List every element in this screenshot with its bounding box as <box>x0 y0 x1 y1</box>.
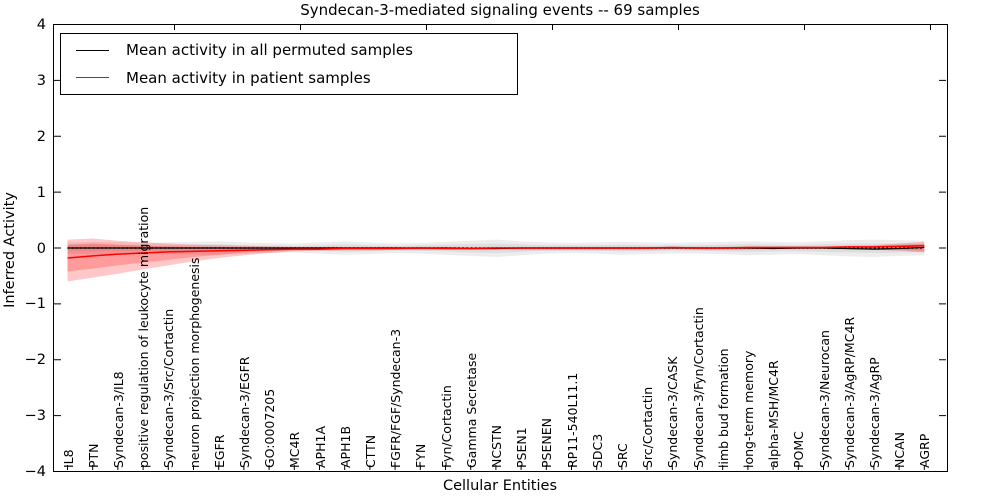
x-tick-label: Syndecan-3/Fyn/Cortactin <box>690 307 706 468</box>
legend-line-swatch-permuted <box>76 49 109 51</box>
x-tick-label: POMC <box>791 431 807 468</box>
x-tick-label: Syndecan-3/IL8 <box>110 371 126 468</box>
x-axis-title: Cellular Entities <box>442 478 558 494</box>
y-tick-label: −3 <box>24 408 46 425</box>
legend-item: Mean activity in patient samples <box>61 65 517 91</box>
x-tick-label: Syndecan-3/Neurocan <box>816 330 832 468</box>
y-tick-label: 0 <box>36 240 46 257</box>
x-tick-label: Syndecan-3/Src/Cortactin <box>161 308 177 468</box>
x-tick-label: Syndecan-3/CASK <box>665 356 681 468</box>
x-tick-label: CTTN <box>362 434 378 468</box>
y-tick-label: 1 <box>36 184 46 201</box>
x-tick-label: Syndecan-3/EGFR <box>236 356 252 468</box>
x-tick-label: NCAN <box>892 432 908 468</box>
x-tick-label: Fyn/Cortactin <box>438 385 454 468</box>
x-tick-label: GO:0007205 <box>262 388 278 468</box>
x-tick-label: limb bud formation <box>715 348 731 468</box>
y-tick-label: −2 <box>24 352 46 369</box>
y-tick-label: 2 <box>36 128 46 145</box>
legend-item-label: Mean activity in all permuted samples <box>126 41 413 60</box>
x-tick-label: Gamma Secretase <box>463 352 479 468</box>
x-tick-label: SRC <box>614 443 630 468</box>
x-tick-label: FYN <box>413 443 429 468</box>
x-tick-label: Syndecan-3/AgRP/MC4R <box>841 316 857 468</box>
plot-canvas <box>54 25 946 470</box>
legend-item-label: Mean activity in patient samples <box>126 68 371 87</box>
legend: Mean activity in all permuted samples Me… <box>60 33 518 95</box>
x-tick-label: IL8 <box>60 449 76 468</box>
x-tick-label: long-term memory <box>740 350 756 468</box>
x-tick-label: APH1B <box>337 425 353 468</box>
x-tick-label: SDC3 <box>589 433 605 468</box>
x-tick-label: positive regulation of leukocyte migrati… <box>136 206 152 468</box>
x-tick-label: EGFR <box>211 434 227 468</box>
x-tick-label: Syndecan-3/AgRP <box>866 357 882 468</box>
y-tick-label: −4 <box>24 464 46 480</box>
y-tick-label: 4 <box>36 17 46 33</box>
x-tick-label: NCSTN <box>488 425 504 468</box>
x-tick-label: RP11-540L11.1 <box>564 372 580 468</box>
x-tick-label: alpha-MSH/MC4R <box>766 360 782 468</box>
x-tick-label: neuron projection morphogenesis <box>186 257 202 468</box>
series-line-patient <box>67 245 925 259</box>
legend-item: Mean activity in all permuted samples <box>61 37 517 63</box>
chart-title: Syndecan-3-mediated signaling events -- … <box>300 1 700 19</box>
y-tick-label: 3 <box>36 72 46 89</box>
x-tick-label: FGFR/FGF/Syndecan-3 <box>388 328 404 468</box>
x-tick-label: Src/Cortactin <box>640 386 656 468</box>
x-tick-label: PTN <box>85 443 101 468</box>
y-tick-label: −1 <box>24 296 46 313</box>
band-patient-range-inner <box>67 243 925 272</box>
legend-line-swatch-patient <box>76 77 109 79</box>
x-tick-label: PSEN1 <box>514 427 530 468</box>
x-tick-label: APH1A <box>312 426 328 468</box>
x-tick-label: MC4R <box>287 431 303 468</box>
x-tick-label: PSENEN <box>539 418 555 468</box>
x-tick-label: AGRP <box>917 433 933 468</box>
plot-area: IL8 PTN Syndecan-3/IL8 positive regulation … <box>53 24 948 472</box>
